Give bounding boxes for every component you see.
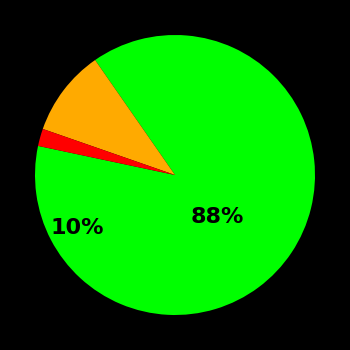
Wedge shape — [35, 35, 315, 315]
Text: 88%: 88% — [190, 207, 244, 227]
Wedge shape — [38, 129, 175, 175]
Wedge shape — [43, 60, 175, 175]
Text: 10%: 10% — [50, 217, 104, 238]
